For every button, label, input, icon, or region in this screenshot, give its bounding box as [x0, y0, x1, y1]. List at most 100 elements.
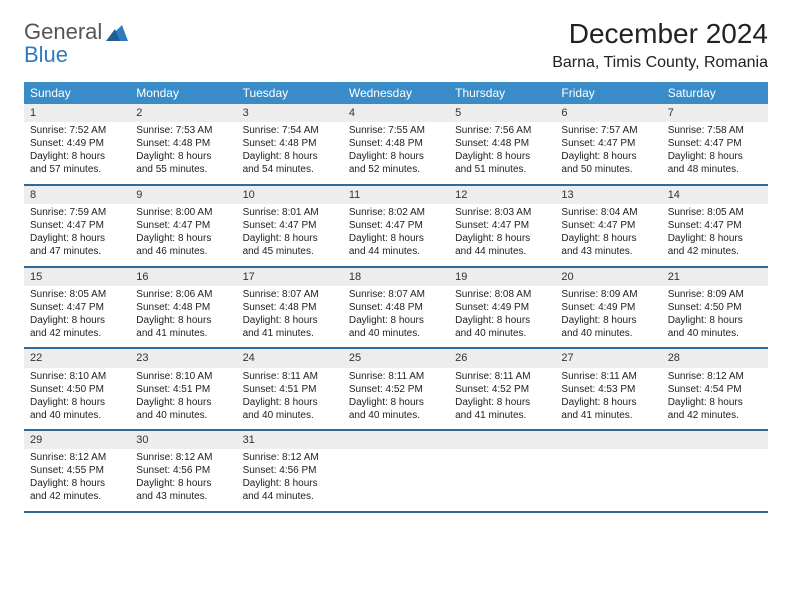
sunset-text: Sunset: 4:47 PM	[30, 301, 124, 314]
day-info-row: Sunrise: 8:10 AMSunset: 4:50 PMDaylight:…	[24, 368, 768, 430]
logo-line2: Blue	[24, 42, 68, 67]
daylight-text: Daylight: 8 hours and 51 minutes.	[455, 150, 549, 176]
daylight-text: Daylight: 8 hours and 42 minutes.	[30, 477, 124, 503]
daylight-text: Daylight: 8 hours and 42 minutes.	[668, 232, 762, 258]
daylight-text: Daylight: 8 hours and 54 minutes.	[243, 150, 337, 176]
sunrise-text: Sunrise: 8:06 AM	[136, 288, 230, 301]
day-info-cell: Sunrise: 8:04 AMSunset: 4:47 PMDaylight:…	[555, 204, 661, 266]
sunset-text: Sunset: 4:47 PM	[136, 219, 230, 232]
sunrise-text: Sunrise: 8:11 AM	[455, 370, 549, 383]
day-info-cell: Sunrise: 7:57 AMSunset: 4:47 PMDaylight:…	[555, 122, 661, 184]
day-number: 17	[237, 267, 343, 286]
sunset-text: Sunset: 4:49 PM	[30, 137, 124, 150]
day-number: 14	[662, 185, 768, 204]
sunset-text: Sunset: 4:48 PM	[136, 301, 230, 314]
sunrise-text: Sunrise: 7:59 AM	[30, 206, 124, 219]
day-info-cell: Sunrise: 7:52 AMSunset: 4:49 PMDaylight:…	[24, 122, 130, 184]
daylight-text: Daylight: 8 hours and 41 minutes.	[455, 396, 549, 422]
day-info-cell	[662, 449, 768, 511]
day-info-cell: Sunrise: 7:54 AMSunset: 4:48 PMDaylight:…	[237, 122, 343, 184]
weekday-header-row: Sunday Monday Tuesday Wednesday Thursday…	[24, 82, 768, 104]
logo: General Blue	[24, 20, 128, 66]
sunset-text: Sunset: 4:47 PM	[561, 137, 655, 150]
daylight-text: Daylight: 8 hours and 42 minutes.	[668, 396, 762, 422]
sunrise-text: Sunrise: 8:04 AM	[561, 206, 655, 219]
day-info-row: Sunrise: 7:59 AMSunset: 4:47 PMDaylight:…	[24, 204, 768, 266]
sunrise-text: Sunrise: 8:12 AM	[136, 451, 230, 464]
sunrise-text: Sunrise: 8:09 AM	[668, 288, 762, 301]
day-info-cell: Sunrise: 8:10 AMSunset: 4:50 PMDaylight:…	[24, 368, 130, 430]
day-number	[449, 431, 555, 450]
sunset-text: Sunset: 4:56 PM	[136, 464, 230, 477]
day-info-cell: Sunrise: 8:06 AMSunset: 4:48 PMDaylight:…	[130, 286, 236, 348]
day-info-cell: Sunrise: 8:12 AMSunset: 4:55 PMDaylight:…	[24, 449, 130, 511]
logo-line1: General	[24, 19, 102, 44]
sunrise-text: Sunrise: 7:53 AM	[136, 124, 230, 137]
sunset-text: Sunset: 4:47 PM	[561, 219, 655, 232]
sunset-text: Sunset: 4:52 PM	[349, 383, 443, 396]
daylight-text: Daylight: 8 hours and 47 minutes.	[30, 232, 124, 258]
sunset-text: Sunset: 4:55 PM	[30, 464, 124, 477]
day-number: 8	[24, 185, 130, 204]
daylight-text: Daylight: 8 hours and 43 minutes.	[136, 477, 230, 503]
sunset-text: Sunset: 4:47 PM	[30, 219, 124, 232]
sunset-text: Sunset: 4:51 PM	[136, 383, 230, 396]
daylight-text: Daylight: 8 hours and 44 minutes.	[455, 232, 549, 258]
day-number: 13	[555, 185, 661, 204]
sunset-text: Sunset: 4:48 PM	[349, 301, 443, 314]
title-block: December 2024 Barna, Timis County, Roman…	[552, 18, 768, 72]
day-info-cell: Sunrise: 8:03 AMSunset: 4:47 PMDaylight:…	[449, 204, 555, 266]
day-number: 31	[237, 431, 343, 450]
day-info-cell: Sunrise: 8:11 AMSunset: 4:52 PMDaylight:…	[449, 368, 555, 430]
sunrise-text: Sunrise: 7:56 AM	[455, 124, 549, 137]
daylight-text: Daylight: 8 hours and 40 minutes.	[668, 314, 762, 340]
day-info-cell	[343, 449, 449, 511]
daylight-text: Daylight: 8 hours and 42 minutes.	[30, 314, 124, 340]
weekday-header: Friday	[555, 82, 661, 104]
sunrise-text: Sunrise: 8:11 AM	[243, 370, 337, 383]
daylight-text: Daylight: 8 hours and 44 minutes.	[243, 477, 337, 503]
sunset-text: Sunset: 4:48 PM	[243, 137, 337, 150]
day-number: 20	[555, 267, 661, 286]
daylight-text: Daylight: 8 hours and 40 minutes.	[243, 396, 337, 422]
logo-text: General Blue	[24, 20, 102, 66]
logo-triangle-icon	[106, 23, 128, 46]
calendar-table: Sunday Monday Tuesday Wednesday Thursday…	[24, 82, 768, 513]
day-info-cell: Sunrise: 8:05 AMSunset: 4:47 PMDaylight:…	[662, 204, 768, 266]
daylight-text: Daylight: 8 hours and 41 minutes.	[243, 314, 337, 340]
sunrise-text: Sunrise: 7:52 AM	[30, 124, 124, 137]
day-number: 16	[130, 267, 236, 286]
day-info-cell: Sunrise: 8:12 AMSunset: 4:56 PMDaylight:…	[130, 449, 236, 511]
sunrise-text: Sunrise: 7:54 AM	[243, 124, 337, 137]
sunset-text: Sunset: 4:47 PM	[668, 137, 762, 150]
sunrise-text: Sunrise: 7:58 AM	[668, 124, 762, 137]
sunset-text: Sunset: 4:50 PM	[668, 301, 762, 314]
day-info-cell: Sunrise: 8:11 AMSunset: 4:53 PMDaylight:…	[555, 368, 661, 430]
day-number: 5	[449, 104, 555, 122]
week-separator	[24, 511, 768, 512]
day-info-cell: Sunrise: 8:08 AMSunset: 4:49 PMDaylight:…	[449, 286, 555, 348]
day-number: 22	[24, 349, 130, 368]
sunset-text: Sunset: 4:56 PM	[243, 464, 337, 477]
day-info-cell	[555, 449, 661, 511]
day-number: 29	[24, 431, 130, 450]
sunrise-text: Sunrise: 8:05 AM	[30, 288, 124, 301]
day-number: 10	[237, 185, 343, 204]
daylight-text: Daylight: 8 hours and 55 minutes.	[136, 150, 230, 176]
daylight-text: Daylight: 8 hours and 52 minutes.	[349, 150, 443, 176]
weekday-header: Tuesday	[237, 82, 343, 104]
day-number: 27	[555, 349, 661, 368]
weekday-header: Monday	[130, 82, 236, 104]
week-separator-cell	[24, 511, 768, 512]
sunset-text: Sunset: 4:47 PM	[349, 219, 443, 232]
daylight-text: Daylight: 8 hours and 40 minutes.	[561, 314, 655, 340]
day-number: 1	[24, 104, 130, 122]
day-info-cell: Sunrise: 8:05 AMSunset: 4:47 PMDaylight:…	[24, 286, 130, 348]
day-info-cell: Sunrise: 7:59 AMSunset: 4:47 PMDaylight:…	[24, 204, 130, 266]
header: General Blue December 2024 Barna, Timis …	[24, 18, 768, 72]
sunset-text: Sunset: 4:52 PM	[455, 383, 549, 396]
sunrise-text: Sunrise: 8:00 AM	[136, 206, 230, 219]
sunset-text: Sunset: 4:48 PM	[349, 137, 443, 150]
calendar-page: General Blue December 2024 Barna, Timis …	[0, 0, 792, 531]
sunrise-text: Sunrise: 8:07 AM	[349, 288, 443, 301]
